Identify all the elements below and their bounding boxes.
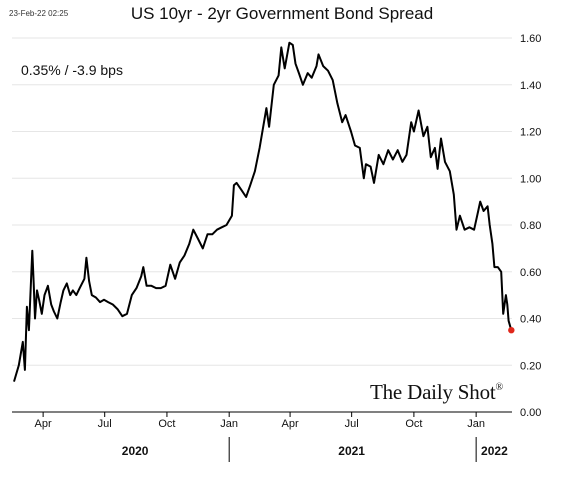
chart-title: US 10yr - 2yr Government Bond Spread — [130, 4, 434, 23]
y-tick-label: 0.40 — [520, 314, 541, 326]
brand-name: The Daily Shot — [370, 380, 496, 404]
timestamp: 23-Feb-22 02:25 — [9, 9, 69, 18]
registered-mark: ® — [495, 382, 504, 393]
x-axis: Apr Jul Oct Jan Apr Jul Oct Jan 2020 2021 2022 — [12, 411, 512, 462]
brand-logo: The Daily Shot® — [370, 380, 503, 405]
y-tick-label: 0.20 — [520, 360, 541, 372]
y-tick-label: 1.40 — [520, 80, 541, 92]
x-tick-label: Apr — [35, 418, 52, 430]
x-tick-label: Apr — [282, 418, 299, 430]
year-label: 2020 — [122, 444, 149, 458]
y-tick-label: 1.20 — [520, 127, 541, 139]
y-axis: 0.00 0.20 0.40 0.60 0.80 1.00 1.20 1.40 1.60 — [520, 33, 541, 419]
x-tick-label: Jul — [345, 418, 359, 430]
last-value-marker — [508, 326, 515, 334]
x-tick-label: Jul — [98, 418, 112, 430]
gridlines — [12, 37, 512, 366]
latest-value-readout: 0.35% / -3.9 bps — [21, 62, 123, 78]
y-tick-label: 1.60 — [520, 33, 541, 45]
year-label: 2021 — [338, 444, 365, 458]
x-tick-label: Oct — [405, 418, 422, 430]
x-tick-label: Jan — [220, 418, 238, 430]
y-tick-label: 1.00 — [520, 173, 541, 185]
series-layer — [13, 41, 515, 382]
x-tick-label: Jan — [467, 418, 485, 430]
x-tick-label: Oct — [158, 418, 175, 430]
y-tick-label: 0.60 — [520, 267, 541, 279]
y-tick-label: 0.00 — [520, 407, 541, 419]
year-label: 2022 — [481, 444, 508, 458]
spread-line — [13, 41, 513, 382]
y-tick-label: 0.80 — [520, 220, 541, 232]
